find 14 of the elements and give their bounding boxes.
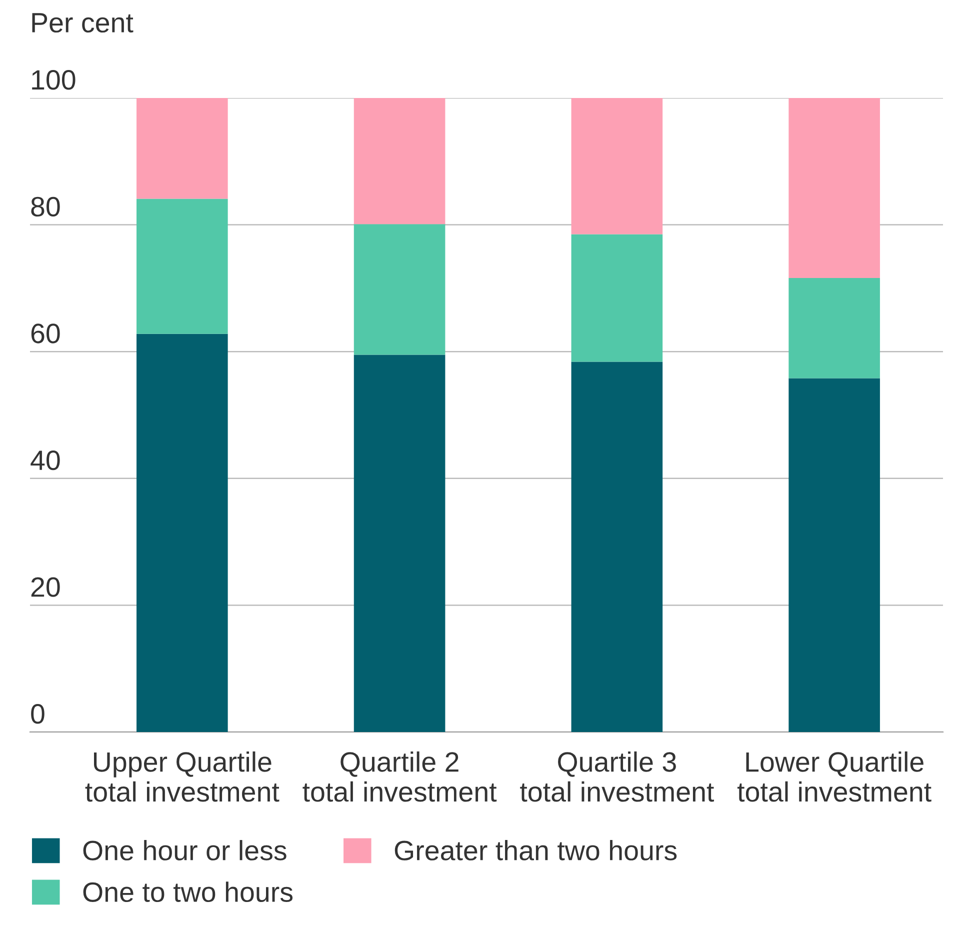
y-tick-label: 60 bbox=[31, 324, 60, 344]
y-tick-label: 80 bbox=[31, 196, 60, 217]
legend-label: One to two hours bbox=[83, 882, 293, 902]
x-tick-label: Upper Quartile total investment bbox=[85, 751, 280, 802]
y-axis-title: Per cent bbox=[32, 13, 134, 33]
x-tick-label: Quartile 2 total investment bbox=[302, 751, 497, 802]
y-tick-label: 0 bbox=[31, 704, 44, 724]
y-tick-label: 40 bbox=[30, 450, 60, 470]
x-tick-label: Lower Quartile total investment bbox=[737, 751, 932, 802]
y-tick-label: 20 bbox=[31, 577, 60, 597]
y-tick-label: 100 bbox=[32, 70, 76, 90]
legend-label: Greater than two hours bbox=[394, 840, 677, 860]
legend-label: One hour or less bbox=[83, 840, 286, 860]
x-tick-label: Quartile 3 total investment bbox=[520, 751, 714, 802]
